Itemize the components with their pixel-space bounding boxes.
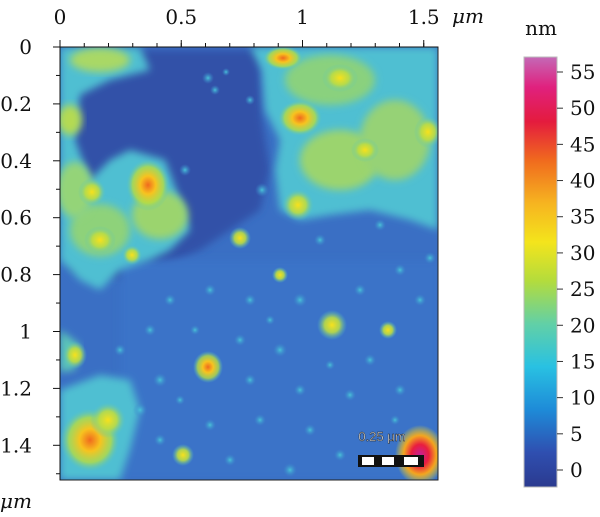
colorbar-tick-label: 45 <box>570 132 595 156</box>
colorbar-unit: nm <box>525 16 557 40</box>
colorbar-tick-label: 5 <box>570 422 583 446</box>
x-tick-label: 1 <box>296 5 309 29</box>
height-map <box>60 47 438 480</box>
colorbar-tick-label: 0 <box>570 458 583 482</box>
x-tick-label: 1.5 <box>408 5 440 29</box>
colorbar-gradient <box>523 56 558 488</box>
x-tick-label: 0.5 <box>165 5 197 29</box>
y-tick-label: 0 <box>19 35 32 59</box>
scale-bar-label: 0.25 μm <box>358 429 405 444</box>
colorbar-tick-label: 30 <box>570 241 595 265</box>
y-tick-label: 1.2 <box>0 376 32 400</box>
y-tick-label: 0.4 <box>0 149 32 173</box>
colorbar-tick-label: 15 <box>570 349 595 373</box>
colorbar-tick-label: 10 <box>570 386 595 410</box>
y-tick-label: 1.4 <box>0 433 32 457</box>
colorbar-tick-label: 50 <box>570 96 595 120</box>
x-axis: 0 0.5 1 1.5 μm <box>54 4 484 48</box>
colorbar-tick-label: 25 <box>570 277 595 301</box>
x-axis-unit: μm <box>452 4 484 28</box>
x-tick-label: 0 <box>54 5 67 29</box>
colorbar-tick-label: 20 <box>570 313 595 337</box>
colorbar-tick-label: 55 <box>570 60 595 84</box>
y-axis: 0 0.2 0.4 0.6 0.8 1 1.2 1.4 μm <box>0 35 61 513</box>
scale-bar: 0.25 μm <box>358 429 424 467</box>
y-tick-label: 0.8 <box>0 263 32 287</box>
y-tick-label: 1 <box>19 320 32 344</box>
y-tick-label: 0.6 <box>0 206 32 230</box>
colorbar-tick-label: 35 <box>570 205 595 229</box>
y-tick-label: 0.2 <box>0 92 32 116</box>
y-axis-unit: μm <box>0 489 32 513</box>
colorbar-tick-label: 40 <box>570 169 595 193</box>
